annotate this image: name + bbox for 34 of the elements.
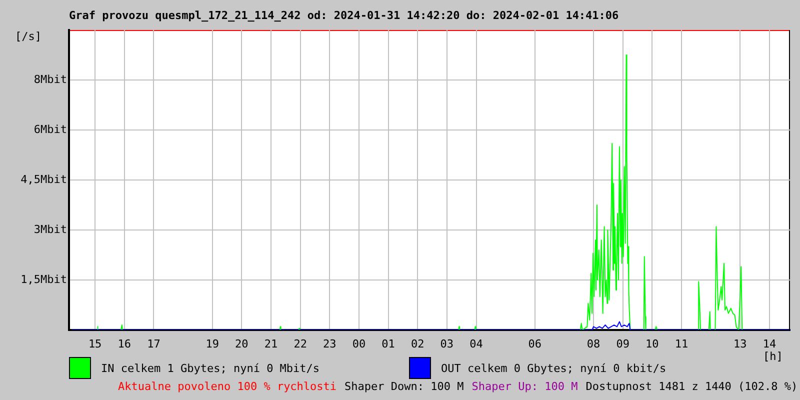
x-tick-label: 04: [470, 337, 484, 350]
x-tick-label: 20: [235, 337, 248, 350]
y-tick-label: 1,5Mbit: [20, 272, 67, 286]
x-tick-label: 13: [734, 337, 747, 350]
y-axis-title: [/s]: [15, 30, 42, 43]
x-tick-label: 22: [294, 337, 307, 350]
chart-title: Graf provozu quesmpl_172_21_114_242 od: 2024-01-31 14:42:20 do: 2024-02-01 14:41:06: [69, 9, 619, 22]
x-tick-label: 10: [646, 337, 659, 350]
y-tick-label: 8Mbit: [34, 72, 67, 86]
x-tick-label: 00: [352, 337, 366, 350]
x-axis-title: [h]: [763, 350, 783, 363]
y-tick-label: 6Mbit: [34, 122, 67, 136]
x-tick-label: 02: [410, 337, 424, 350]
x-tick-label: 11: [674, 337, 688, 350]
x-tick-label: 06: [528, 337, 542, 350]
x-tick-label: 03: [440, 337, 454, 350]
x-tick-label: 08: [586, 337, 600, 350]
x-tick-label: 09: [616, 337, 630, 350]
text: Dostupnost 1481 z 1440 (102.8 %): [586, 380, 798, 393]
x-tick-label: 21: [264, 337, 278, 350]
x-tick-label: 19: [206, 337, 219, 350]
text: Shaper Down: 100 M: [344, 380, 464, 393]
x-tick-label: 17: [147, 337, 160, 350]
x-tick-label: 15: [88, 337, 102, 350]
x-tick-label: 16: [118, 337, 132, 350]
text: Aktualne povoleno 100 % rychlosti: [118, 380, 337, 393]
legend-label: OUT celkem 0 Gbytes; nyní 0 kbit/s: [441, 362, 666, 374]
y-tick-label: 3Mbit: [34, 222, 67, 236]
x-tick-label: 14: [762, 337, 776, 350]
text: Shaper Up: 100 M: [472, 380, 578, 393]
legend-label: IN celkem 1 Gbytes; nyní 0 Mbit/s: [101, 362, 320, 374]
y-tick-label: 4,5Mbit: [20, 172, 67, 186]
x-tick-label: 23: [323, 337, 336, 350]
x-tick-label: 01: [382, 337, 395, 350]
